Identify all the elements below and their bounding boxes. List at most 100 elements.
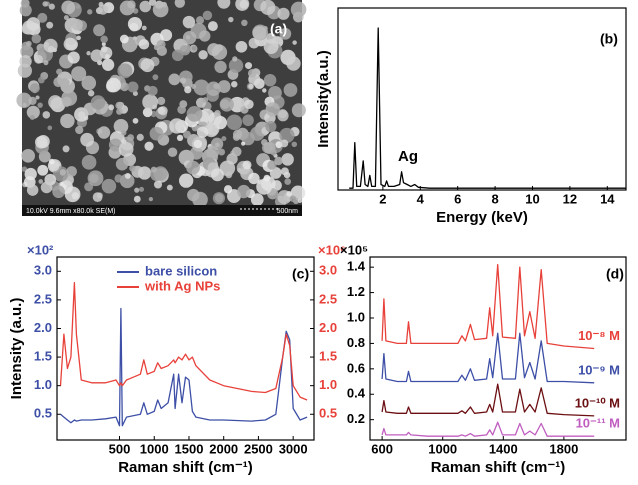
x-tick-label: 1500 xyxy=(175,441,204,456)
grain xyxy=(271,180,282,191)
grain xyxy=(66,166,77,177)
grain xyxy=(76,35,81,41)
grain xyxy=(235,0,250,11)
grain xyxy=(121,130,127,136)
grain xyxy=(174,0,186,8)
x-tick-label: 10 xyxy=(525,191,539,206)
grain xyxy=(277,109,289,122)
grain xyxy=(26,40,32,47)
grain xyxy=(138,39,150,50)
grain xyxy=(199,30,211,42)
grain xyxy=(269,166,282,179)
y2ticks-tick-label: 2.5 xyxy=(319,291,337,306)
grain xyxy=(97,4,109,15)
grain xyxy=(286,191,292,197)
y2ticks-tick-label: 0.5 xyxy=(319,406,337,421)
grain xyxy=(121,63,129,71)
grain xyxy=(113,118,129,134)
grain xyxy=(167,147,178,157)
grain xyxy=(214,110,221,117)
grain xyxy=(214,60,227,74)
grain xyxy=(191,45,197,51)
x-axis-title: Raman shift (cm⁻¹) xyxy=(431,459,566,476)
yticks-tick-label: 1.0 xyxy=(34,377,52,392)
grain xyxy=(235,40,248,53)
series-label: 10⁻¹⁰ M xyxy=(575,395,620,410)
grain xyxy=(29,114,35,120)
x-tick-label: 1800 xyxy=(549,441,578,456)
yticks-tick-label: 1.0 xyxy=(347,309,365,324)
x-tick-label: 4 xyxy=(417,191,425,206)
y2-multiplier: ×10⁶ xyxy=(318,242,346,257)
x-axis-title: Energy (keV) xyxy=(436,209,528,226)
grain xyxy=(124,173,131,179)
grain xyxy=(247,68,257,78)
grain xyxy=(280,167,289,176)
grain xyxy=(42,1,48,7)
grain xyxy=(71,18,83,31)
grain xyxy=(48,3,55,10)
grain xyxy=(176,134,184,142)
grain xyxy=(93,24,106,37)
grain xyxy=(81,75,97,91)
grain xyxy=(265,102,280,117)
grain xyxy=(280,139,289,148)
grain xyxy=(289,195,297,202)
x-tick-label: 6 xyxy=(454,191,461,206)
x-tick-label: 1000 xyxy=(428,441,457,456)
grain xyxy=(182,31,197,45)
grain xyxy=(37,164,49,176)
grain xyxy=(286,56,301,71)
sem-info: 10.0kV 9.6mm x80.0k SE(M) xyxy=(26,208,115,215)
y2ticks-tick-label: 1.0 xyxy=(319,377,337,392)
grain xyxy=(245,62,253,70)
grain xyxy=(226,114,243,130)
grain xyxy=(38,179,44,184)
grain xyxy=(67,51,80,64)
grain xyxy=(279,127,295,143)
grain xyxy=(19,4,32,17)
x-tick-label: 500 xyxy=(109,441,131,456)
grain xyxy=(193,139,203,149)
grain xyxy=(193,79,210,96)
grain xyxy=(127,16,143,32)
x-axis-title: Raman shift (cm⁻¹) xyxy=(118,459,253,476)
grain xyxy=(31,34,42,44)
grain xyxy=(189,146,203,160)
grain xyxy=(244,99,254,109)
series-label: 10⁻⁸ M xyxy=(578,328,620,343)
grain xyxy=(148,0,157,6)
grain xyxy=(166,184,173,191)
grain xyxy=(132,118,139,124)
grain xyxy=(127,81,139,93)
sem-scale: 500nm xyxy=(277,208,299,215)
grain xyxy=(277,7,290,20)
grain xyxy=(52,185,65,199)
series-line xyxy=(381,421,595,437)
grain xyxy=(183,130,192,139)
grain xyxy=(281,153,294,166)
grain xyxy=(242,160,252,170)
grain xyxy=(46,21,54,29)
x-tick-label: 1000 xyxy=(140,441,169,456)
grain xyxy=(97,126,111,139)
grain xyxy=(71,66,87,82)
grain xyxy=(141,25,147,31)
y-axis-title: Intensity (a.u.) xyxy=(8,298,25,400)
grain xyxy=(61,0,76,15)
yticks-tick-label: 1.4 xyxy=(347,259,366,274)
grain xyxy=(248,172,260,185)
grain xyxy=(179,77,187,84)
x-tick-label: 600 xyxy=(371,441,393,456)
grain xyxy=(225,171,233,179)
series-label: 10⁻⁹ M xyxy=(578,362,620,377)
grain xyxy=(210,137,224,150)
grain xyxy=(270,149,277,156)
grain xyxy=(38,76,45,84)
grain xyxy=(228,16,234,23)
y2ticks-tick-label: 1.5 xyxy=(319,349,337,364)
grain xyxy=(43,41,50,48)
grain xyxy=(47,125,53,131)
grain xyxy=(108,138,122,152)
grain xyxy=(232,56,238,62)
